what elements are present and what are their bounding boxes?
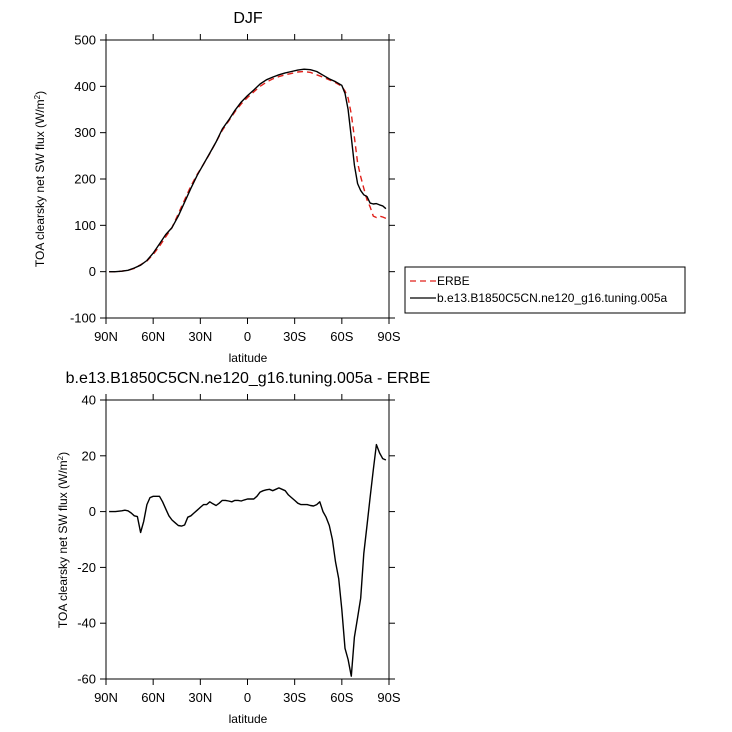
bottom-y-tick-label: -60 bbox=[77, 672, 96, 687]
bottom-y-tick-label: 20 bbox=[82, 448, 96, 463]
bottom-chart-title: b.e13.B1850C5CN.ne120_g16.tuning.005a - … bbox=[66, 370, 431, 387]
top-chart-title: DJF bbox=[233, 10, 263, 27]
bottom-y-tick-label: -40 bbox=[77, 616, 96, 631]
top-plot-frame bbox=[105, 39, 390, 319]
top-x-tick-label: 90N bbox=[94, 329, 118, 344]
top-series-line-0 bbox=[109, 70, 387, 273]
bottom-x-tick-label: 90N bbox=[94, 690, 118, 705]
legend-label-erbe: ERBE bbox=[437, 274, 470, 288]
top-x-tick-label: 30S bbox=[283, 329, 306, 344]
bottom-y-axis-label: TOA clearsky net SW flux (W/m2) bbox=[56, 452, 71, 628]
bottom-x-tick-label: 60N bbox=[141, 690, 165, 705]
top-y-tick-label: 500 bbox=[74, 33, 96, 48]
bottom-y-tick-label: 0 bbox=[89, 504, 96, 519]
top-series-line-1 bbox=[109, 68, 387, 273]
top-x-tick-label: 60S bbox=[330, 329, 353, 344]
top-x-tick-label: 30N bbox=[188, 329, 212, 344]
top-y-tick-label: -100 bbox=[70, 311, 96, 326]
legend-box bbox=[404, 266, 686, 314]
top-panel: DJF 90N 60N 30N 0 30S 60S 90S -100 0 100 200 300 40… bbox=[33, 10, 401, 365]
legend-label-model: b.e13.B1850C5CN.ne120_g16.tuning.005a bbox=[437, 291, 668, 305]
top-x-tick-label: 0 bbox=[244, 329, 251, 344]
top-x-axis: 90N 60N 30N 0 30S 60S 90S bbox=[94, 34, 401, 344]
bottom-panel: b.e13.B1850C5CN.ne120_g16.tuning.005a - … bbox=[56, 370, 431, 726]
top-y-tick-label: 0 bbox=[89, 264, 96, 279]
bottom-plot-frame bbox=[105, 399, 390, 680]
bottom-x-tick-label: 0 bbox=[244, 690, 251, 705]
top-x-tick-label: 90S bbox=[377, 329, 400, 344]
top-x-tick-label: 60N bbox=[141, 329, 165, 344]
bottom-series-line-0 bbox=[109, 443, 387, 677]
bottom-x-tick-label: 90S bbox=[377, 690, 400, 705]
top-y-axis: -100 0 100 200 300 400 500 bbox=[70, 33, 395, 326]
bottom-x-tick-label: 30S bbox=[283, 690, 306, 705]
bottom-y-axis: -60 -40 -20 0 20 40 bbox=[77, 393, 395, 687]
bottom-y-tick-label: -20 bbox=[77, 560, 96, 575]
top-y-tick-label: 200 bbox=[74, 172, 96, 187]
bottom-y-tick-label: 40 bbox=[82, 393, 96, 408]
top-y-tick-label: 400 bbox=[74, 79, 96, 94]
bottom-x-tick-label: 60S bbox=[330, 690, 353, 705]
legend: ERBE b.e13.B1850C5CN.ne120_g16.tuning.00… bbox=[404, 266, 686, 314]
top-plot-area bbox=[109, 68, 387, 273]
top-x-axis-label: latitude bbox=[229, 351, 268, 365]
bottom-x-tick-label: 30N bbox=[188, 690, 212, 705]
top-y-tick-label: 300 bbox=[74, 125, 96, 140]
bottom-x-axis-label: latitude bbox=[229, 712, 268, 726]
top-y-axis-label: TOA clearsky net SW flux (W/m2) bbox=[33, 91, 48, 267]
bottom-plot-area bbox=[109, 443, 387, 677]
top-y-tick-label: 100 bbox=[74, 218, 96, 233]
bottom-x-axis: 90N 60N 30N 0 30S 60S 90S bbox=[94, 394, 401, 705]
